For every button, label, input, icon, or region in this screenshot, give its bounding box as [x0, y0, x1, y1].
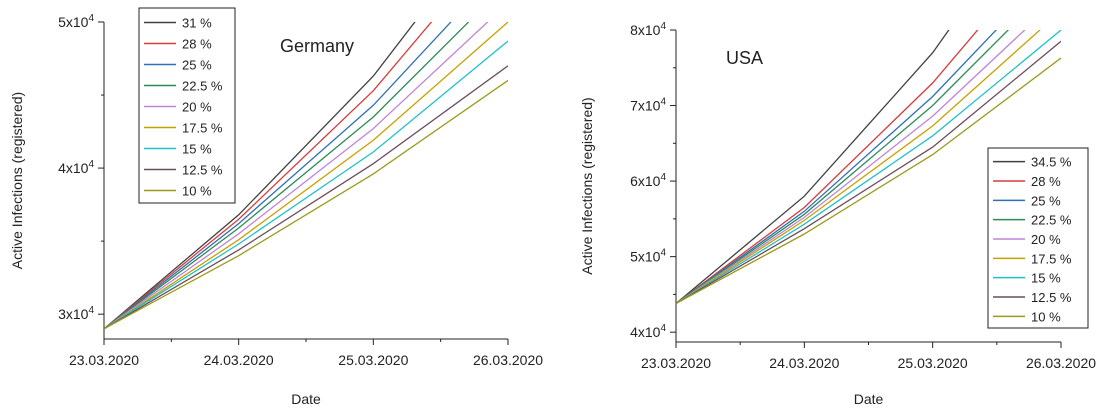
- series-line: [676, 30, 1026, 305]
- legend-label: 17.5 %: [182, 121, 223, 136]
- legend-label: 22.5 %: [1031, 213, 1072, 228]
- chart-title: USA: [726, 48, 763, 68]
- series-line: [676, 57, 1061, 305]
- x-tick-label: 24.03.2020: [204, 352, 274, 368]
- series-line: [104, 22, 470, 330]
- series-line: [676, 40, 1061, 305]
- chart-0: 23.03.2020 24.03.2020 25.03.2020 26.03.2020…: [9, 7, 543, 407]
- legend-box: [138, 7, 236, 204]
- series-line: [676, 30, 998, 305]
- series-line: [104, 22, 416, 330]
- legend-label: 28 %: [182, 37, 212, 52]
- series-group: [104, 22, 508, 330]
- y-tick-label: 4x104: [58, 159, 94, 176]
- y-tick-label: 7x104: [630, 97, 666, 114]
- series-line: [676, 30, 1061, 305]
- legend-label: 34.5 %: [1031, 155, 1072, 170]
- legend-label: 12.5 %: [182, 163, 223, 178]
- x-tick-label: 23.03.2020: [69, 352, 139, 368]
- chart-title: Germany: [280, 36, 354, 56]
- legend-label: 15 %: [1031, 271, 1061, 286]
- legend-label: 31 %: [182, 16, 212, 31]
- series-line: [104, 40, 508, 330]
- y-tick-label: 3x104: [58, 305, 94, 322]
- x-tick-label: 23.03.2020: [641, 355, 711, 371]
- series-line: [104, 22, 433, 330]
- series-line: [104, 65, 508, 330]
- legend-label: 25 %: [182, 58, 212, 73]
- series-line: [104, 22, 452, 330]
- legend-label: 10 %: [1031, 309, 1061, 324]
- y-tick-label: 5x104: [630, 248, 666, 265]
- x-tick-label: 24.03.2020: [769, 355, 839, 371]
- y-tick-label: 8x104: [630, 21, 666, 38]
- y-tick-label: 6x104: [630, 172, 666, 189]
- chart-1: 23.03.2020 24.03.2020 25.03.2020 26.03.2020…: [579, 21, 1096, 407]
- x-tick-label: 25.03.2020: [338, 352, 408, 368]
- series-line: [104, 22, 508, 330]
- x-axis-title: Date: [291, 391, 321, 407]
- legend-label: 17.5 %: [1031, 251, 1072, 266]
- series-group: [676, 30, 1061, 305]
- series-line: [104, 22, 489, 330]
- y-tick-label: 5x104: [58, 13, 94, 30]
- legend: 34.5 % 28 % 25 % 22.5 % 20 % 17.5 % 15 % 12.5 %…: [987, 147, 1089, 329]
- x-tick-label: 26.03.2020: [473, 352, 543, 368]
- legend-box: [987, 147, 1089, 329]
- legend-label: 20 %: [182, 100, 212, 115]
- y-axis-title: Active Infections (registered): [579, 97, 595, 274]
- series-line: [676, 30, 1041, 305]
- series-line: [676, 30, 979, 305]
- legend-label: 22.5 %: [182, 79, 223, 94]
- y-tick-label: 4x104: [630, 323, 666, 340]
- series-line: [676, 30, 950, 304]
- legend-label: 10 %: [182, 184, 212, 199]
- legend-label: 15 %: [182, 142, 212, 157]
- series-line: [676, 30, 1010, 305]
- x-axis-title: Date: [854, 391, 884, 407]
- x-tick-label: 25.03.2020: [898, 355, 968, 371]
- legend-label: 25 %: [1031, 193, 1061, 208]
- series-line: [104, 79, 508, 330]
- legend: 31 % 28 % 25 % 22.5 % 20 % 17.5 % 15 % 12.5 % 10…: [138, 7, 236, 204]
- legend-label: 12.5 %: [1031, 290, 1072, 305]
- legend-label: 20 %: [1031, 232, 1061, 247]
- y-axis-title: Active Infections (registered): [9, 92, 25, 269]
- x-tick-label: 26.03.2020: [1026, 355, 1096, 371]
- legend-label: 28 %: [1031, 174, 1061, 189]
